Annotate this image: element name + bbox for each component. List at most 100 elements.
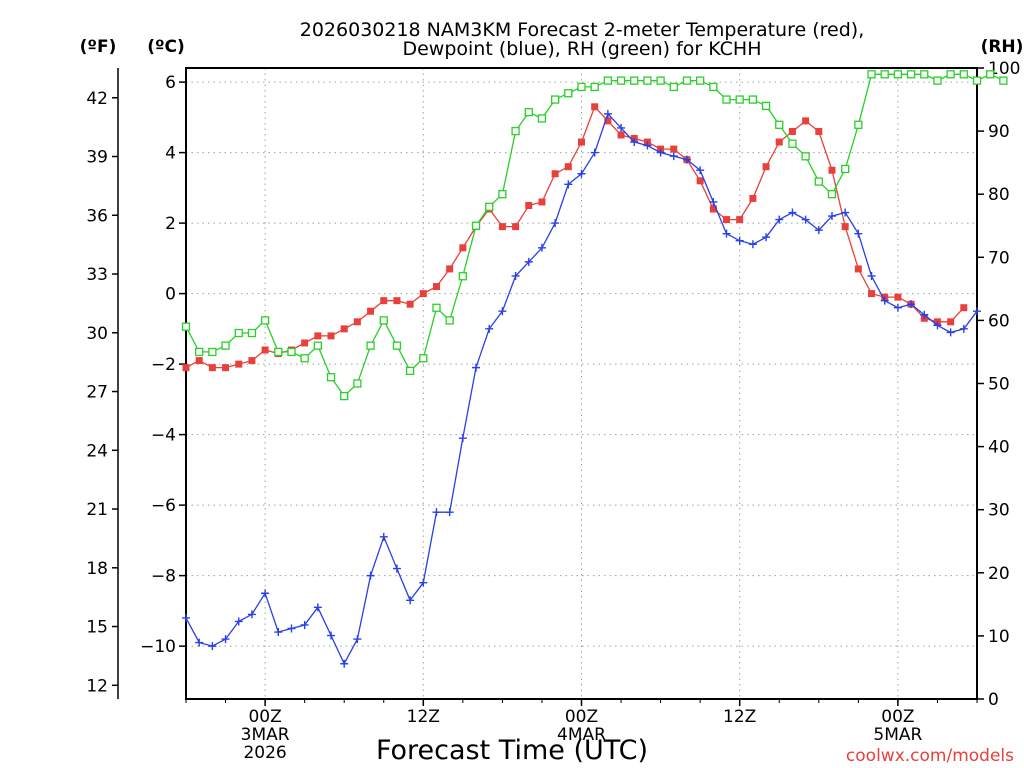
temperature-marker <box>367 307 375 315</box>
temperature-marker <box>828 166 836 174</box>
rh-marker <box>669 82 678 92</box>
temperature-marker <box>815 127 823 135</box>
x-axis-label: Forecast Time (UTC) <box>376 735 648 766</box>
rh-marker <box>748 95 758 104</box>
rh-marker <box>722 95 731 104</box>
grid-lines <box>186 68 977 699</box>
temperature-marker <box>775 138 783 146</box>
x-tick-label-time: 12Z <box>407 707 440 727</box>
dewpoint-marker <box>933 321 942 330</box>
rh-marker <box>564 89 573 98</box>
temperature-marker <box>788 127 796 135</box>
rh-marker <box>801 152 810 161</box>
dewpoint-marker <box>827 212 836 221</box>
dewpoint-marker <box>195 638 204 647</box>
rh-marker <box>471 221 481 230</box>
temperature-marker <box>248 357 256 365</box>
dewpoint-marker <box>485 324 494 333</box>
chart-title-line2: Dewpoint (blue), RH (green) for KCHH <box>402 38 761 60</box>
series-layer <box>181 70 1008 668</box>
rh-tick-label: 70 <box>988 248 1010 268</box>
rh-marker <box>181 322 191 331</box>
temperature-marker <box>195 357 203 365</box>
temperature-marker <box>749 194 757 202</box>
dewpoint-marker <box>841 208 850 217</box>
rh-marker <box>577 82 586 92</box>
rh-marker <box>603 76 613 85</box>
temperature-marker <box>591 103 599 111</box>
dewpoint-marker <box>630 138 639 147</box>
dewpoint-marker <box>959 324 968 333</box>
credit-text: coolwx.com/models <box>846 746 1014 766</box>
temperature-marker <box>564 163 572 171</box>
f-tick-label: 39 <box>86 148 108 168</box>
dewpoint-marker <box>617 123 626 132</box>
rh-marker <box>920 70 929 79</box>
rh-marker <box>906 70 916 79</box>
rh-marker <box>379 316 388 325</box>
rh-marker <box>498 190 507 199</box>
temperature-marker <box>406 300 414 308</box>
rh-marker <box>959 70 968 79</box>
temperature-marker <box>446 265 454 273</box>
c-tick-label: −2 <box>151 355 176 375</box>
dewpoint-marker <box>406 596 415 605</box>
temperature-marker <box>538 198 546 206</box>
dewpoint-marker <box>735 236 744 245</box>
dewpoint-marker <box>392 564 401 573</box>
c-tick-label: −6 <box>151 496 176 516</box>
dewpoint-marker <box>603 109 612 118</box>
temperature-marker <box>802 117 810 125</box>
dewpoint-marker <box>419 578 428 587</box>
temperature-marker <box>222 364 230 372</box>
temperature-marker <box>327 332 335 340</box>
plot-frame <box>185 67 978 700</box>
temperature-marker <box>617 131 625 139</box>
rh-marker <box>208 347 217 357</box>
rh-tick-label: 60 <box>988 311 1010 331</box>
x-tick-label-time: 12Z <box>723 707 756 727</box>
rh-marker <box>511 126 520 136</box>
dewpoint-marker <box>814 226 823 235</box>
rh-marker <box>775 120 784 129</box>
rh-marker <box>986 70 995 79</box>
f-tick-label: 36 <box>86 206 108 226</box>
rh-marker <box>972 76 982 85</box>
rh-marker <box>300 354 309 363</box>
rh-line <box>185 73 1004 398</box>
f-tick-label: 27 <box>86 383 108 403</box>
temperature-marker <box>868 290 876 298</box>
dewpoint-marker <box>353 635 362 644</box>
rh-marker <box>696 76 705 85</box>
c-tick-label: 4 <box>165 144 176 164</box>
c-tick-label: −10 <box>140 637 176 657</box>
temperature-marker <box>261 346 269 354</box>
temperature-marker <box>841 223 849 231</box>
rh-marker <box>524 108 533 117</box>
rh-marker <box>643 76 652 85</box>
rh-marker <box>221 341 230 350</box>
x-tick-label-date: 3MAR <box>241 725 290 745</box>
dewpoint-marker <box>327 631 336 640</box>
dewpoint-marker <box>379 532 388 541</box>
dewpoint-marker <box>590 148 599 157</box>
rh-marker <box>287 347 296 357</box>
dewpoint-marker <box>300 620 309 629</box>
x-tick-label-time: 00Z <box>565 707 598 727</box>
rh-tick-label: 30 <box>988 501 1010 521</box>
rh-tick-label: 40 <box>988 438 1010 458</box>
temperature-marker <box>578 138 585 146</box>
rh-marker <box>735 95 744 104</box>
c-tick-label: −8 <box>151 567 176 587</box>
rh-marker <box>550 95 560 104</box>
dewpoint-marker <box>208 642 217 651</box>
rh-marker <box>656 76 665 85</box>
rh-marker <box>933 76 942 85</box>
rh-marker <box>313 341 322 350</box>
dewpoint-marker <box>340 659 349 668</box>
rh-marker <box>761 101 771 111</box>
dewpoint-marker <box>946 328 955 337</box>
dewpoint-marker <box>537 243 546 252</box>
rh-marker <box>458 272 468 281</box>
f-tick-label: 15 <box>86 618 108 638</box>
